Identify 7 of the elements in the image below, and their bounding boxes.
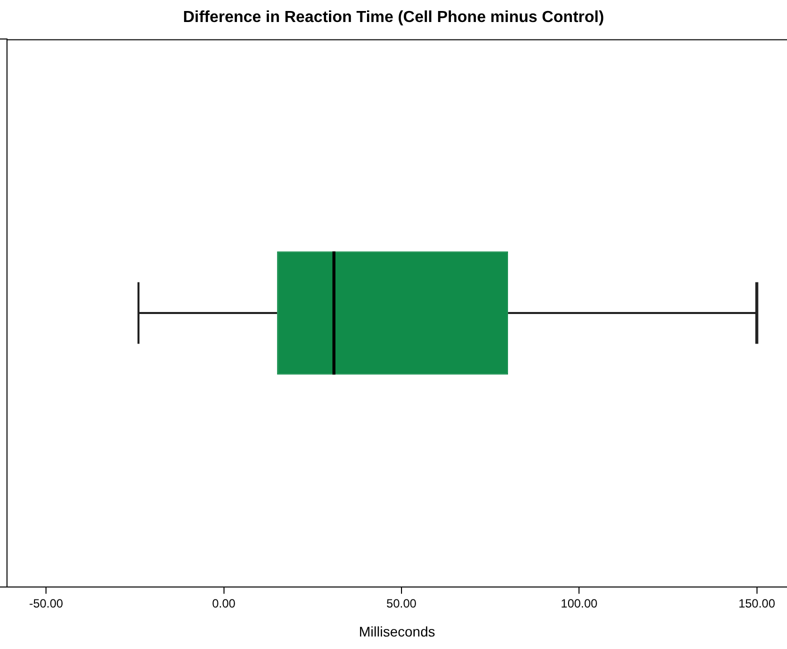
- x-tick-label: 50.00: [386, 596, 417, 610]
- chart-title: Difference in Reaction Time (Cell Phone minus Control): [182, 9, 604, 26]
- x-tick-label: -50.00: [29, 596, 64, 610]
- x-tick-label: 150.00: [738, 596, 776, 610]
- x-tick-label: 100.00: [560, 596, 598, 610]
- x-tick-label: 0.00: [212, 596, 236, 610]
- x-axis-title: Milliseconds: [358, 623, 436, 640]
